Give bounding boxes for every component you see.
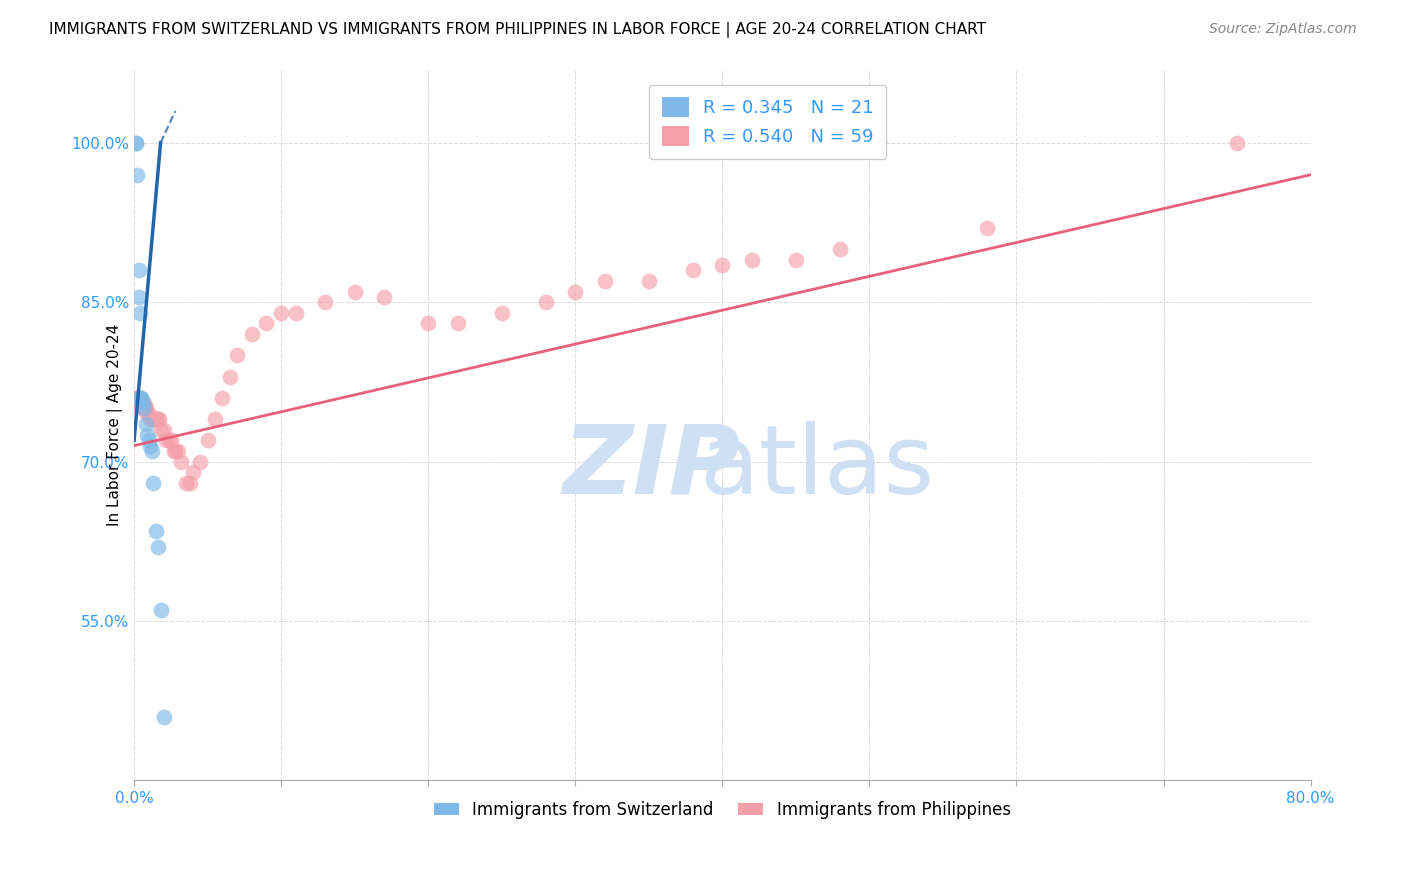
Point [174,475,197,490]
Point [139,412,162,426]
Point [124,391,146,405]
Point [564,285,586,299]
Point [170,454,193,468]
Point [785,252,807,267]
Point [152,423,174,437]
Point [128,290,150,304]
Point [136,407,159,421]
Point [314,295,336,310]
Point [124,136,146,150]
Point [240,327,263,342]
Point [134,401,156,416]
Point [711,258,734,272]
Point [163,444,186,458]
Point [129,306,152,320]
Point [125,391,148,405]
Point [284,306,307,320]
Point [256,317,278,331]
Point [682,263,704,277]
Point [139,439,162,453]
Text: atlas: atlas [699,421,934,514]
Point [146,540,169,554]
Point [165,444,187,458]
Text: IMMIGRANTS FROM SWITZERLAND VS IMMIGRANTS FROM PHILIPPINES IN LABOR FORCE | AGE : IMMIGRANTS FROM SWITZERLAND VS IMMIGRANT… [49,22,986,38]
Point [160,434,183,448]
Point [142,475,165,490]
Point [124,391,146,405]
Point [135,401,157,416]
Point [132,396,155,410]
Point [128,263,150,277]
Point [491,306,513,320]
Point [167,444,190,458]
Point [741,252,763,267]
Point [131,391,153,405]
Point [136,428,159,442]
Point [152,709,174,723]
Point [149,423,172,437]
Point [157,434,180,448]
Point [143,412,166,426]
Point [179,475,201,490]
Point [132,396,155,410]
Point [124,136,146,150]
Legend: Immigrants from Switzerland, Immigrants from Philippines: Immigrants from Switzerland, Immigrants … [427,794,1018,825]
Point [146,412,169,426]
Point [828,242,851,256]
Point [141,412,163,426]
Point [145,412,167,426]
Point [134,396,156,410]
Point [135,401,157,416]
Point [343,285,366,299]
Point [593,274,616,288]
Point [534,295,557,310]
Text: ZIP: ZIP [562,421,741,514]
Point [148,412,170,426]
Point [418,317,440,331]
Point [188,454,211,468]
Point [181,465,204,479]
Point [446,317,468,331]
Point [138,407,160,421]
Point [270,306,292,320]
Point [226,348,249,362]
Point [125,168,148,182]
Point [129,396,152,410]
Point [197,434,219,448]
Point [131,401,153,416]
Point [149,603,172,617]
Point [128,396,150,410]
Point [132,396,155,410]
Text: Source: ZipAtlas.com: Source: ZipAtlas.com [1209,22,1357,37]
Point [155,434,177,448]
Point [129,391,152,405]
Point [145,524,167,538]
Point [135,417,157,432]
Point [138,434,160,448]
Point [976,220,998,235]
Point [218,369,240,384]
Point [373,290,395,304]
Point [141,444,163,458]
Point [204,412,226,426]
Point [1226,136,1249,150]
Point [211,391,233,405]
Point [637,274,659,288]
Point [131,391,153,405]
Point [142,412,165,426]
Y-axis label: In Labor Force | Age 20-24: In Labor Force | Age 20-24 [107,323,122,525]
